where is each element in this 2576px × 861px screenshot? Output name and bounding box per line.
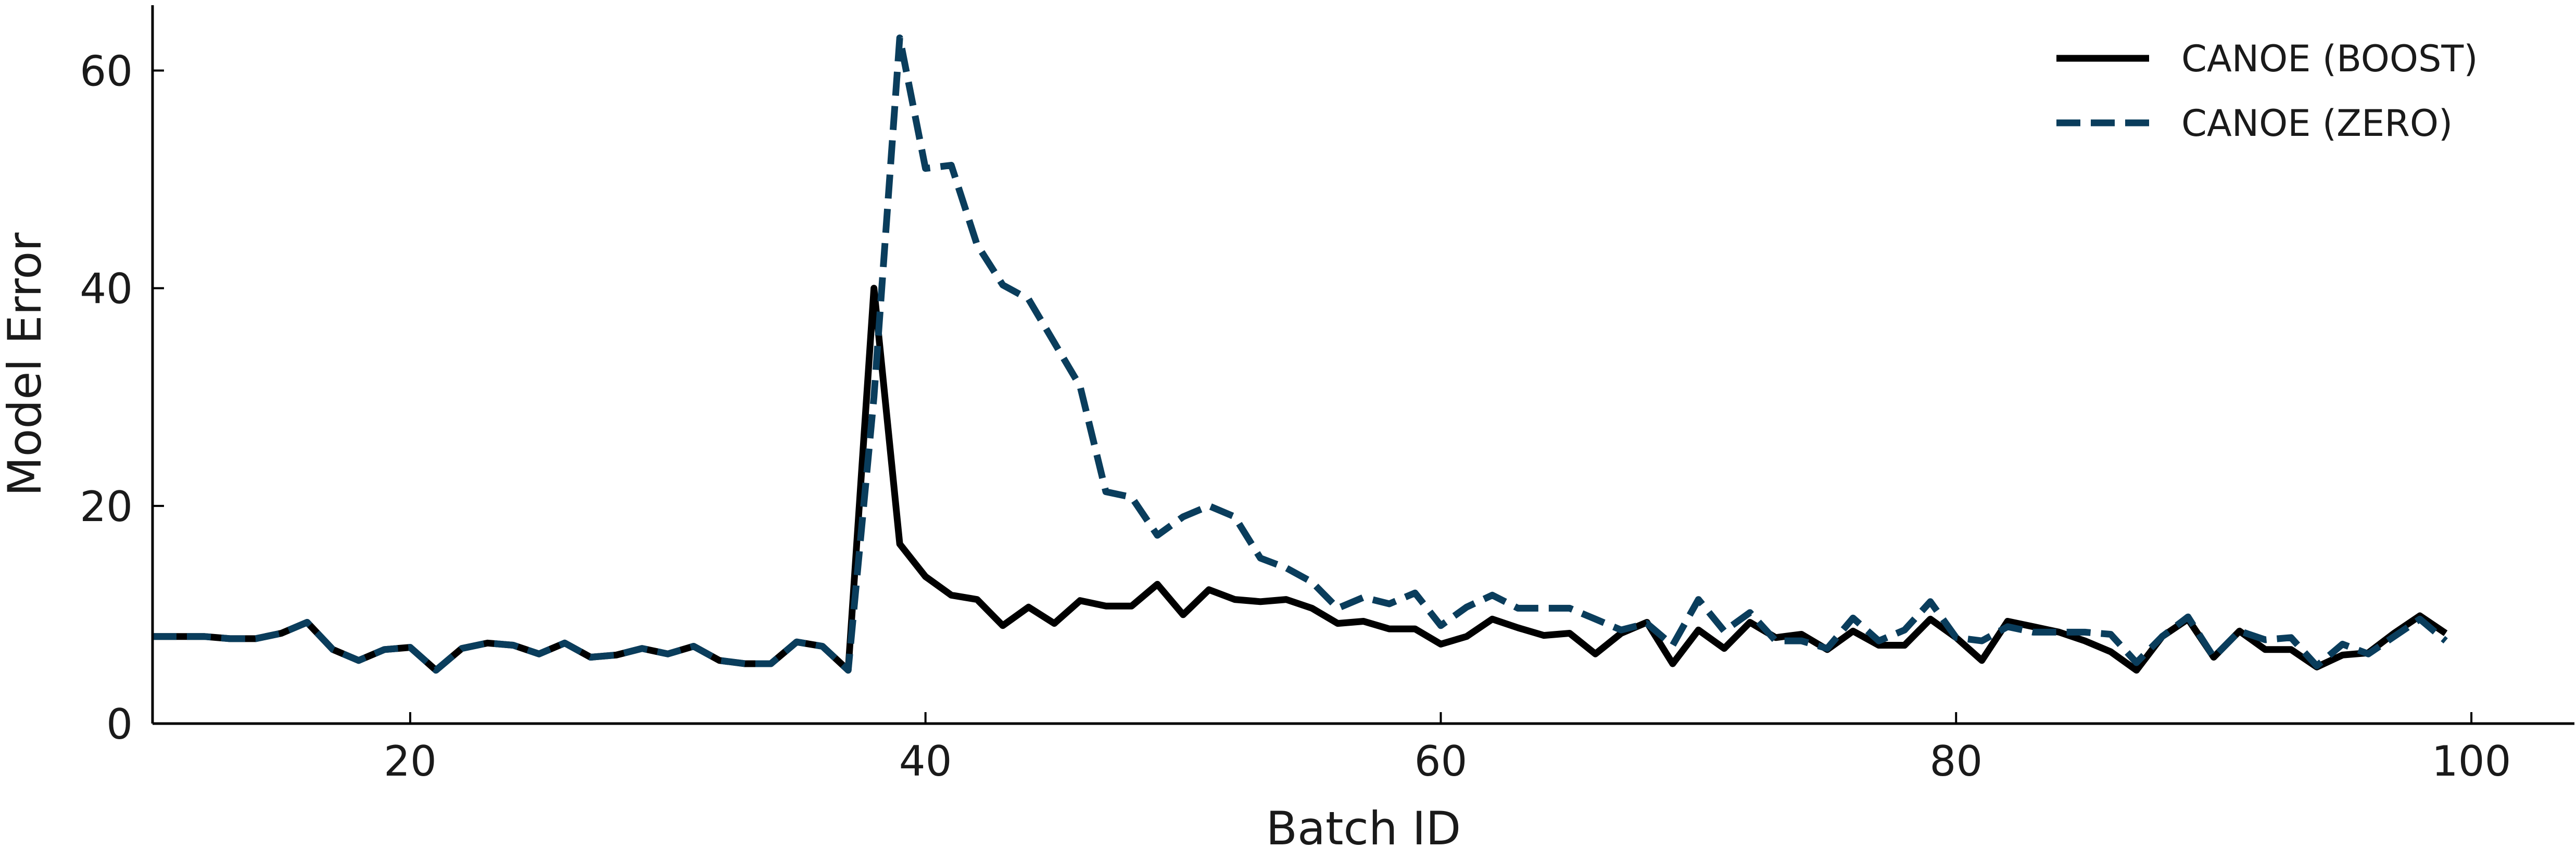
- x-axis-ticks: 20 40 60 80 100: [384, 712, 2511, 786]
- y-tick-label: 0: [106, 700, 133, 749]
- x-tick-label: 100: [2432, 737, 2511, 786]
- x-tick-label: 80: [1929, 737, 1982, 786]
- legend: CANOE (BOOST) CANOE (ZERO): [2056, 37, 2478, 145]
- y-tick-label: 60: [80, 47, 133, 95]
- y-tick-label: 40: [80, 265, 133, 313]
- x-axis-label: Batch ID: [1266, 802, 1461, 855]
- y-tick-label: 20: [80, 483, 133, 531]
- series-line-canoe-boost: [153, 285, 2448, 674]
- x-tick-label: 20: [384, 737, 437, 786]
- y-axis-ticks: 0 20 40 60: [80, 47, 164, 749]
- x-tick-label: 60: [1415, 737, 1468, 786]
- series-line-canoe-zero: [153, 34, 2448, 674]
- legend-label-canoe-boost: CANOE (BOOST): [2181, 37, 2478, 80]
- legend-label-canoe-zero: CANOE (ZERO): [2181, 102, 2453, 145]
- x-tick-label: 40: [899, 737, 952, 786]
- y-axis-label: Model Error: [0, 232, 52, 497]
- plot-area: [153, 34, 2448, 674]
